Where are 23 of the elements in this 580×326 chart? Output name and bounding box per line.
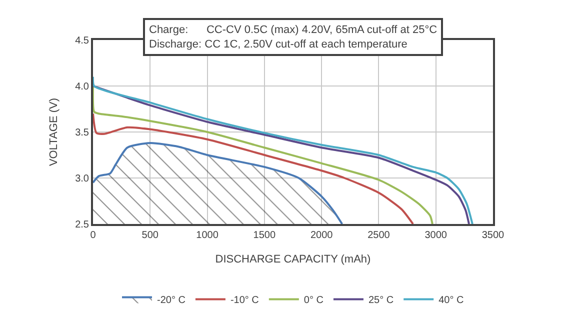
legend-label: 25° C: [368, 295, 394, 306]
x-tick-label: 3500: [482, 230, 505, 241]
legend-label: 40° C: [438, 295, 464, 306]
x-tick-label: 1500: [253, 230, 276, 241]
legend-label: 0° C: [304, 295, 324, 306]
y-tick-label: 3.5: [75, 128, 90, 138]
legend-label: -10° C: [230, 295, 259, 306]
x-tick-label: 2500: [368, 230, 390, 241]
y-tick-label: 4.5: [75, 36, 90, 46]
text: Charge: CC-CV 0.5C (max) 4.20V, 65mA cut-off at 25°C: [149, 24, 438, 36]
x-axis-title: DISCHARGE CAPACITY (mAh): [215, 254, 371, 266]
x-tick-label: 500: [142, 230, 159, 241]
x-tick-label: 0: [90, 230, 96, 241]
y-axis-title: VOLTAGE (V): [48, 98, 60, 166]
legend-label: -20° C: [157, 295, 186, 306]
line-series: [93, 112, 414, 224]
y-tick-label: 3.0: [75, 174, 90, 184]
x-tick-label: 2000: [310, 230, 334, 241]
annotation: Discharge: CC 1C, 2.50V cut-off at each temperature: [149, 38, 408, 50]
x-tick-label: 3000: [424, 230, 448, 241]
y-tick-label: 4.0: [75, 82, 90, 92]
x-tick-label: 1000: [196, 230, 219, 241]
y-tick-label: 2.5: [75, 220, 90, 230]
